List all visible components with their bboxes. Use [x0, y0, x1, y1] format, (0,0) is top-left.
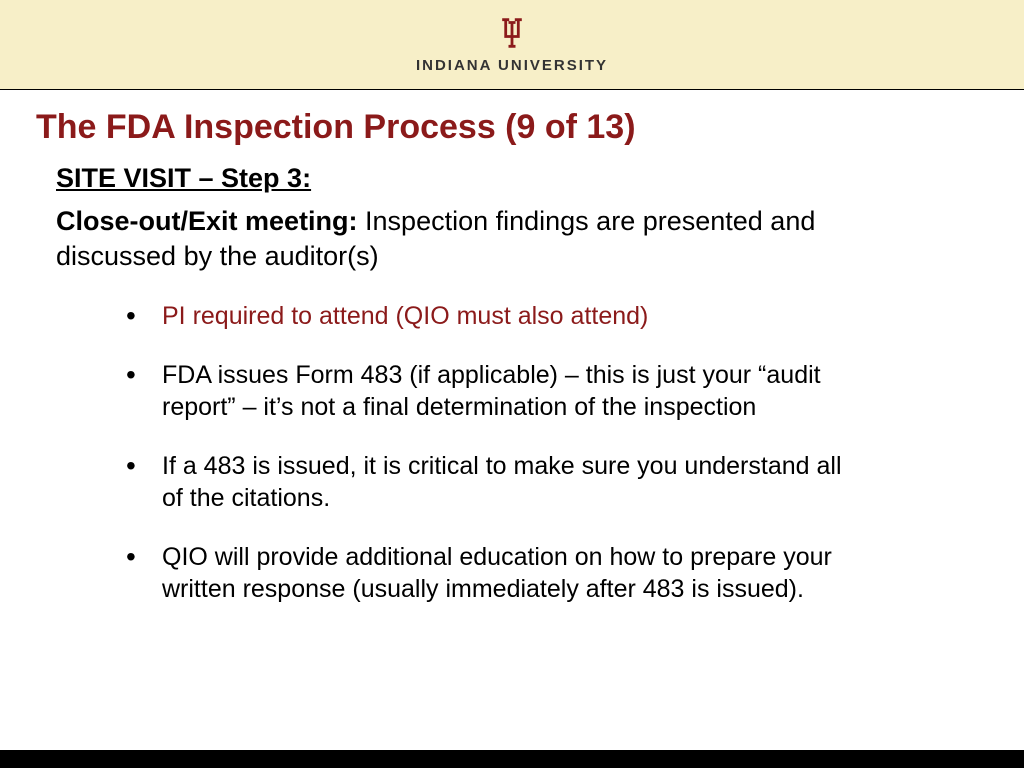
description-label: Close-out/Exit meeting:: [56, 206, 358, 236]
bullet-list: PI required to attend (QIO must also att…: [126, 300, 988, 606]
list-item-text: FDA issues Form 483 (if applicable) – th…: [162, 361, 821, 422]
slide-title: The FDA Inspection Process (9 of 13): [36, 108, 988, 147]
iu-trident-logo: [498, 15, 526, 51]
header-banner: INDIANA UNIVERSITY: [0, 0, 1024, 90]
university-name: INDIANA UNIVERSITY: [416, 57, 608, 74]
list-item: If a 483 is issued, it is critical to ma…: [126, 450, 866, 515]
slide-content: The FDA Inspection Process (9 of 13) SIT…: [0, 90, 1024, 606]
list-item: FDA issues Form 483 (if applicable) – th…: [126, 359, 866, 424]
description: Close-out/Exit meeting: Inspection findi…: [56, 204, 816, 274]
list-item: QIO will provide additional education on…: [126, 541, 866, 606]
subtitle: SITE VISIT – Step 3:: [56, 163, 311, 193]
list-item-text: QIO will provide additional education on…: [162, 543, 832, 604]
list-item: PI required to attend (QIO must also att…: [126, 300, 866, 333]
list-item-text: PI required to attend (QIO must also att…: [162, 302, 648, 330]
subtitle-row: SITE VISIT – Step 3:: [56, 163, 988, 194]
list-item-text: If a 483 is issued, it is critical to ma…: [162, 452, 842, 513]
footer-bar: [0, 750, 1024, 768]
